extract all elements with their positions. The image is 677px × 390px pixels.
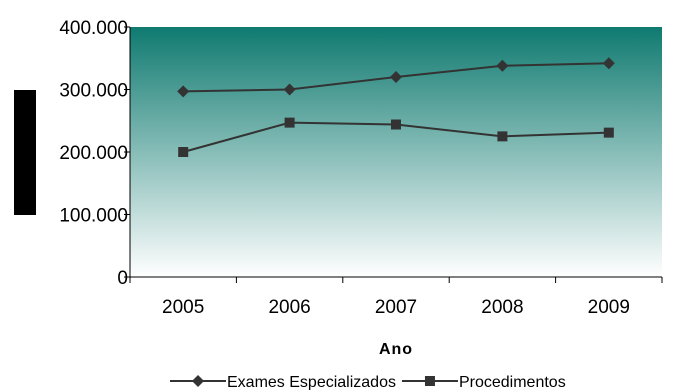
legend-swatch-marker — [192, 375, 204, 387]
x-tick-label: 2007 — [375, 297, 417, 318]
series-1 — [177, 57, 615, 98]
legend-item: Exames Especializados — [170, 374, 396, 390]
x-tick-label: 2009 — [588, 297, 630, 318]
data-point — [178, 147, 189, 157]
legend-item: Procedimentos — [401, 374, 566, 390]
x-tick-label: 2008 — [481, 297, 523, 318]
data-point — [283, 83, 296, 96]
x-axis-title: Ano — [379, 341, 413, 358]
data-point — [497, 131, 508, 142]
y-tick-label: 0 — [117, 268, 128, 289]
x-axis: 2005 2006 2007 2008 2009 — [129, 276, 663, 318]
data-point — [284, 117, 295, 128]
data-point — [177, 85, 190, 98]
y-axis-label-redaction — [14, 90, 36, 215]
series-2 — [178, 117, 614, 157]
legend-label: Exames Especializados — [227, 374, 396, 390]
data-point — [603, 127, 614, 138]
y-tick-label: 200.000 — [59, 143, 128, 164]
plot-area — [130, 27, 662, 277]
legend-label: Procedimentos — [459, 374, 566, 390]
y-axis: 0 100.000 200.000 300.000 400.000 — [59, 18, 131, 289]
data-point — [391, 119, 401, 130]
x-tick-label: 2005 — [162, 297, 204, 318]
data-point — [390, 71, 402, 83]
series-layer — [177, 57, 615, 157]
legend-swatch-marker — [424, 376, 435, 386]
y-tick-label: 400.000 — [59, 18, 128, 39]
legend: Exames Especializados Procedimentos — [170, 374, 566, 390]
data-point — [496, 59, 509, 72]
x-tick-label: 2006 — [268, 297, 310, 318]
y-tick-label: 300.000 — [59, 81, 128, 102]
data-point — [602, 57, 615, 70]
y-tick-label: 100.000 — [59, 206, 128, 227]
